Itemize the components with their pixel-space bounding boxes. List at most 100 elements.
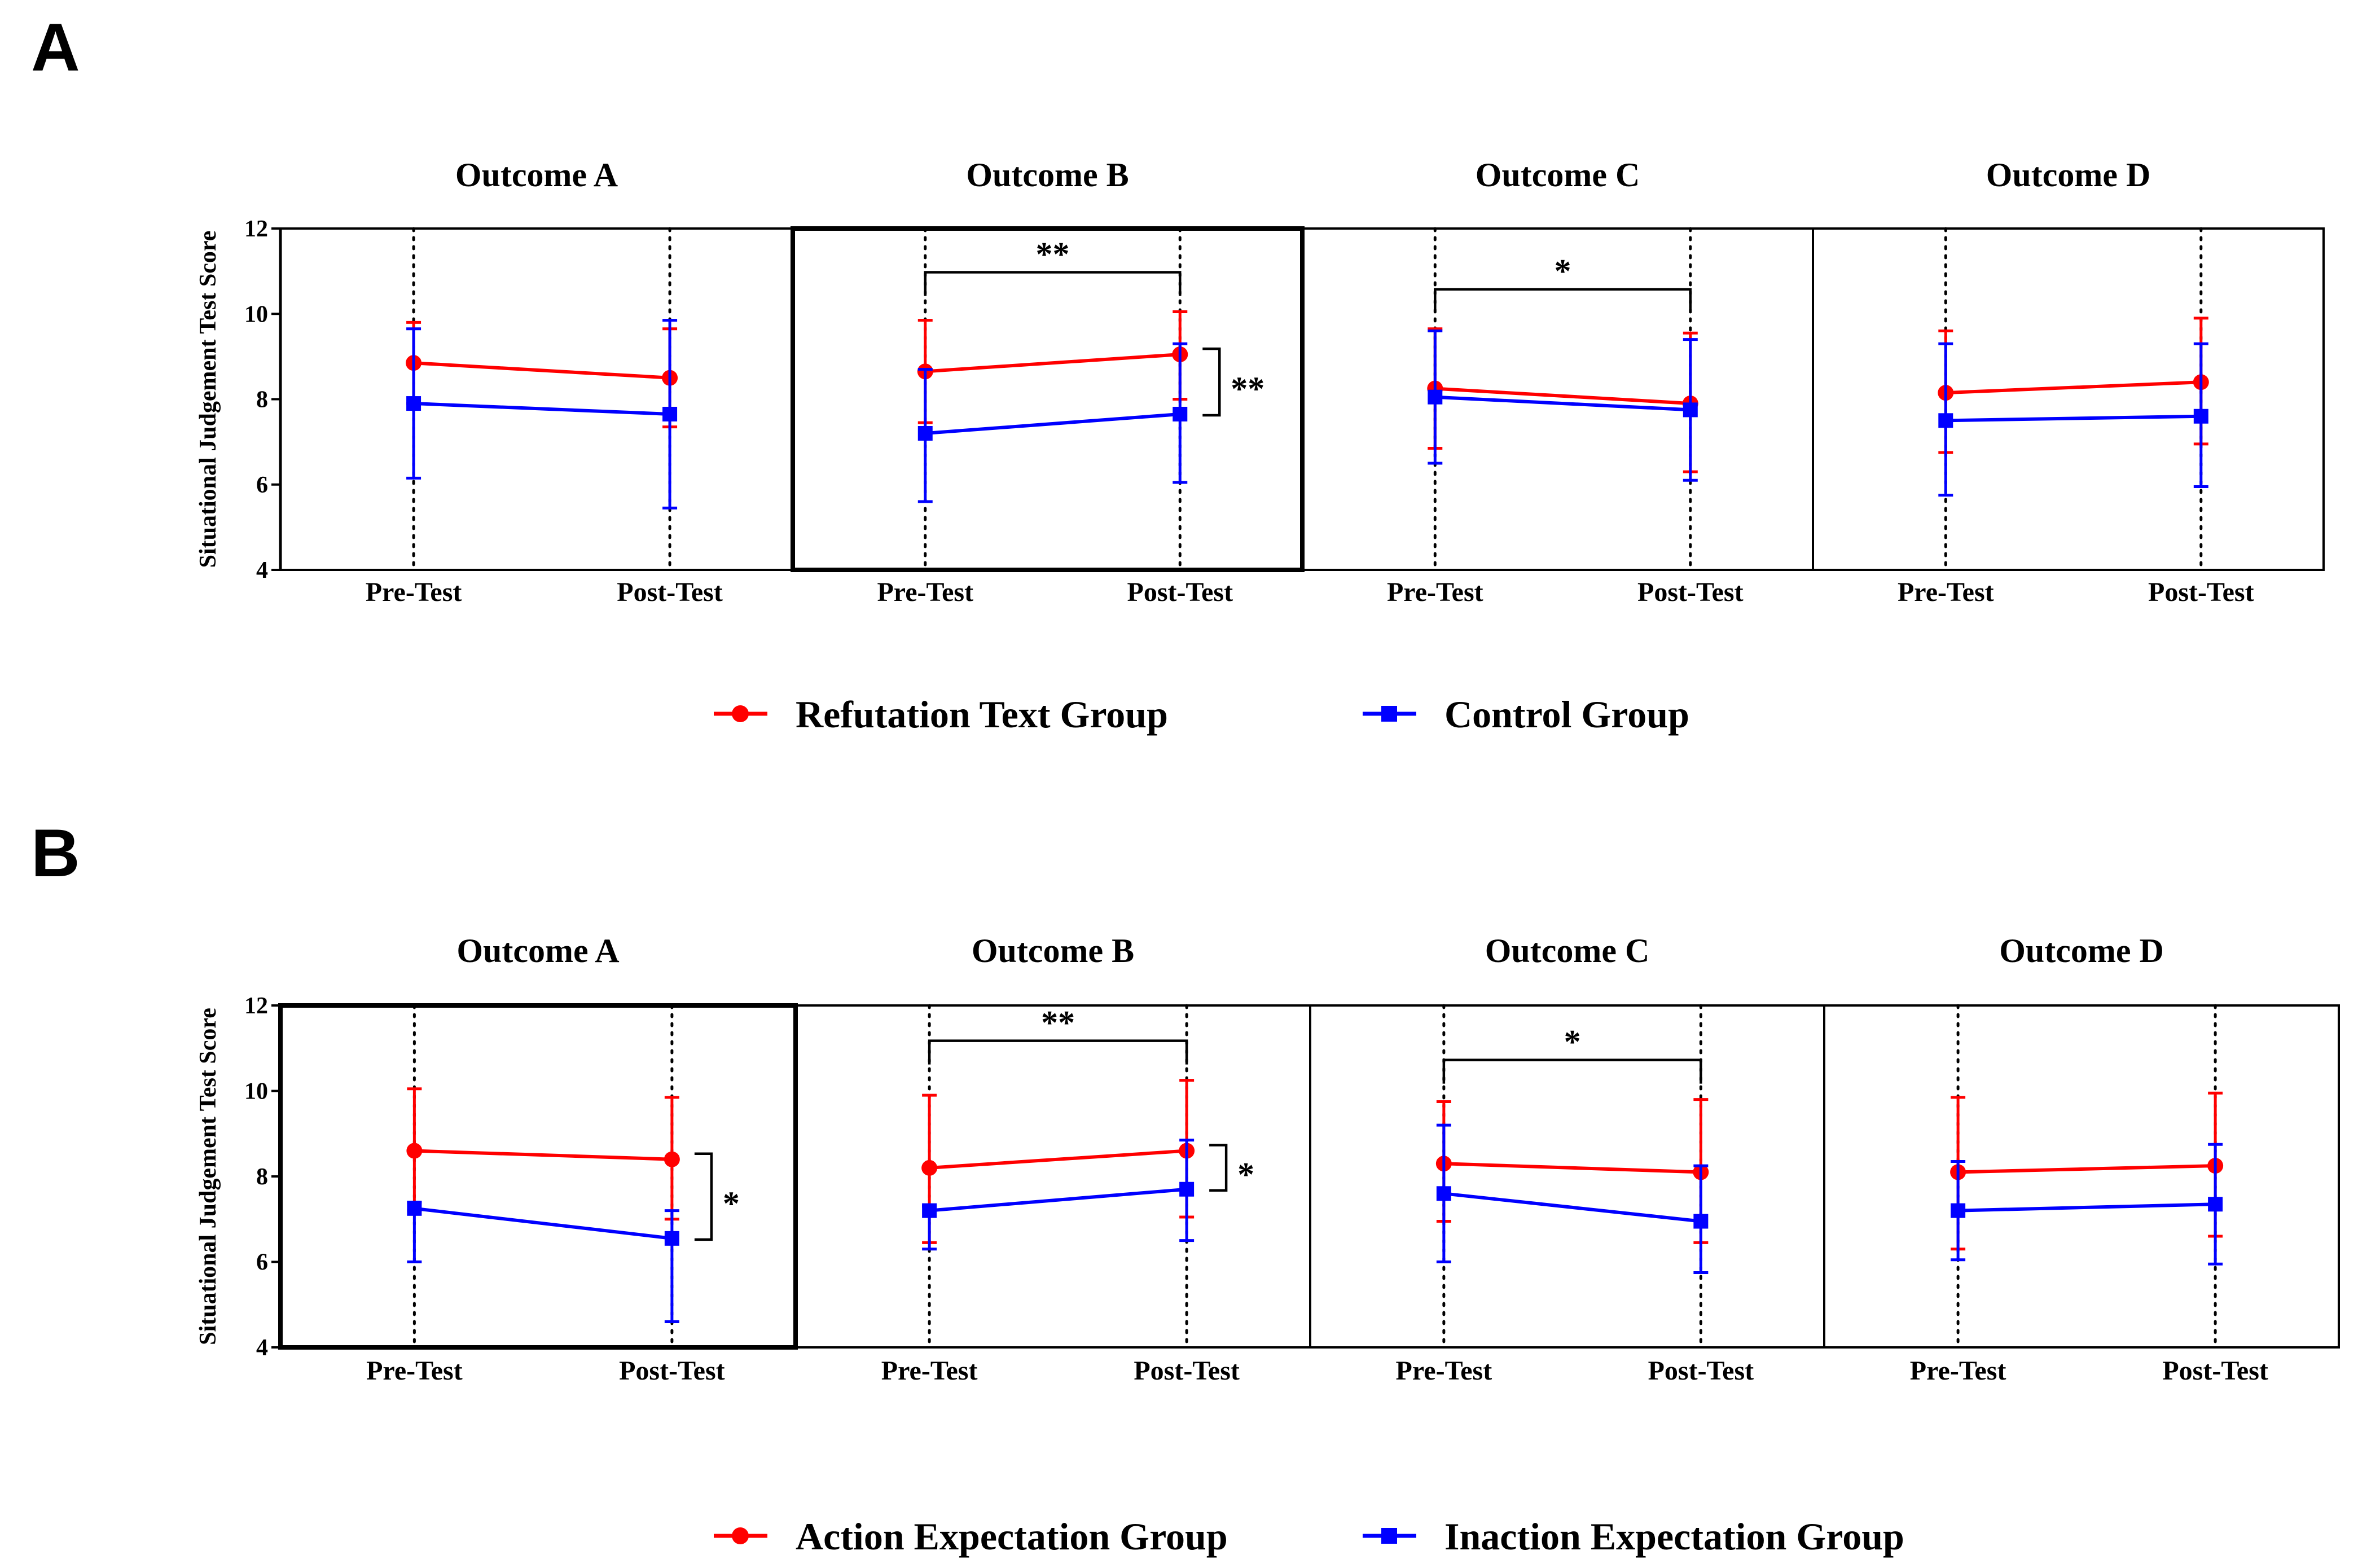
y-tick-label: 4 <box>256 1335 268 1361</box>
sig-bracket-time <box>1434 288 1692 313</box>
x-tick-label: Pre-Test <box>877 577 973 607</box>
legend-label: Action Expectation Group <box>796 1515 1228 1558</box>
y-tick-label: 6 <box>256 1250 268 1276</box>
sig-label-time: ** <box>1041 1004 1075 1042</box>
x-tick-label: Pre-Test <box>1910 1356 2006 1386</box>
legend-item: Control Group <box>1363 693 1689 736</box>
data-point <box>2208 1197 2223 1212</box>
sig-bracket-group <box>1209 1144 1228 1192</box>
x-tick-label: Pre-Test <box>881 1356 978 1386</box>
facet-title: Outcome D <box>1999 932 2164 969</box>
facet-outcome-c: Outcome C Pre-Test Post-Test * <box>1309 932 1825 1386</box>
facet-outcome-d: Outcome D Pre-Test Post-Test <box>1812 156 2325 607</box>
series-action-expectation-group <box>1950 1091 2224 1251</box>
y-tick-label: 12 <box>244 216 268 242</box>
facet-title: Outcome A <box>455 156 618 194</box>
x-tick-label: Pre-Test <box>1387 577 1483 607</box>
facet-title: Outcome B <box>972 932 1134 969</box>
x-tick-label: Post-Test <box>1134 1356 1240 1386</box>
legend-marker <box>732 1527 749 1544</box>
facet-title: Outcome C <box>1485 932 1650 969</box>
x-tick-label: Pre-Test <box>1396 1356 1492 1386</box>
data-point <box>917 426 933 441</box>
facet-frame <box>279 227 794 571</box>
series-refutation-text-group <box>1938 317 2209 454</box>
legend: Refutation Text Group Control Group <box>714 693 1689 736</box>
data-point <box>922 1203 937 1218</box>
data-point <box>1179 1182 1195 1197</box>
series-line <box>1946 414 2201 423</box>
facet-frame <box>1823 1004 2340 1349</box>
data-point <box>407 1201 422 1216</box>
x-tick-label: Post-Test <box>617 577 723 607</box>
sig-label-time: ** <box>1036 235 1070 273</box>
data-point <box>1428 389 1443 405</box>
sig-label-group: * <box>1237 1156 1254 1193</box>
y-tick-label: 8 <box>256 387 268 413</box>
y-tick-label: 10 <box>244 301 268 327</box>
panel-letter: A <box>31 10 80 85</box>
y-axis-label: Situational Judgement Test Score <box>195 231 221 568</box>
panel-a: A Situational Judgement Test Score 4 6 8 10 12… <box>31 10 2325 736</box>
legend-item: Inaction Expectation Group <box>1363 1515 1904 1558</box>
series-line <box>929 1149 1187 1170</box>
series-line <box>925 412 1180 435</box>
x-tick-label: Post-Test <box>619 1356 725 1386</box>
y-tick-label: 10 <box>244 1079 268 1105</box>
x-tick-label: Post-Test <box>2148 577 2254 607</box>
series-action-expectation-group <box>406 1087 680 1221</box>
facet-outcome-c: Outcome C Pre-Test Post-Test * <box>1301 156 1814 607</box>
series-control-group <box>1428 330 1698 482</box>
x-tick-label: Pre-Test <box>366 577 462 607</box>
sig-bracket-time <box>1442 1058 1702 1084</box>
series-inaction-expectation-group <box>922 1139 1195 1251</box>
sig-label-time: * <box>1564 1024 1581 1061</box>
panel-letter: B <box>31 815 80 891</box>
data-point <box>1951 1203 1966 1218</box>
data-point <box>406 1143 423 1159</box>
data-point <box>664 1151 680 1167</box>
data-point <box>406 396 421 411</box>
sig-bracket-group <box>694 1152 713 1241</box>
x-tick-label: Post-Test <box>1637 577 1744 607</box>
series-line <box>1435 395 1690 412</box>
sig-bracket-time <box>928 1039 1188 1065</box>
data-point <box>1693 1214 1709 1229</box>
data-point <box>1938 413 1953 428</box>
y-axis-label: Situational Judgement Test Score <box>195 1008 221 1345</box>
facet-title: Outcome D <box>1986 156 2151 194</box>
series-line <box>1443 1192 1701 1223</box>
series-line <box>1958 1202 2216 1213</box>
panel-b: B Situational Judgement Test Score 4 6 8 10 12… <box>31 815 2340 1558</box>
legend-label: Refutation Text Group <box>796 693 1168 736</box>
sig-label-group: * <box>723 1185 740 1222</box>
y-tick-label: 6 <box>256 472 268 498</box>
series-action-expectation-group <box>1435 1098 1709 1244</box>
series-line <box>1443 1162 1701 1174</box>
data-point <box>662 406 678 421</box>
facet-title: Outcome C <box>1476 156 1640 194</box>
series-line <box>1946 380 2201 395</box>
legend-marker <box>1381 1528 1397 1544</box>
sig-label-time: * <box>1555 253 1571 290</box>
series-inaction-expectation-group <box>1951 1143 2223 1266</box>
facet-outcome-a: Outcome A Pre-Test Post-Test <box>279 156 794 607</box>
series-inaction-expectation-group <box>407 1200 679 1324</box>
data-point <box>921 1159 938 1176</box>
facet-frame <box>791 226 1305 572</box>
series-line <box>413 402 670 416</box>
legend-label: Control Group <box>1444 693 1689 736</box>
x-tick-label: Pre-Test <box>366 1356 463 1386</box>
sig-bracket-group <box>1202 347 1221 417</box>
legend-marker <box>732 705 749 722</box>
series-line <box>413 361 670 380</box>
sig-label-group: ** <box>1231 370 1264 407</box>
facet-outcome-d: Outcome D Pre-Test Post-Test <box>1823 932 2340 1386</box>
facet-title: Outcome B <box>966 156 1128 194</box>
legend-item: Refutation Text Group <box>714 693 1168 736</box>
x-tick-label: Post-Test <box>1127 577 1233 607</box>
series-inaction-expectation-group <box>1436 1123 1709 1274</box>
series-control-group <box>1938 342 2208 497</box>
legend-marker <box>1381 706 1397 722</box>
series-line <box>925 353 1180 374</box>
